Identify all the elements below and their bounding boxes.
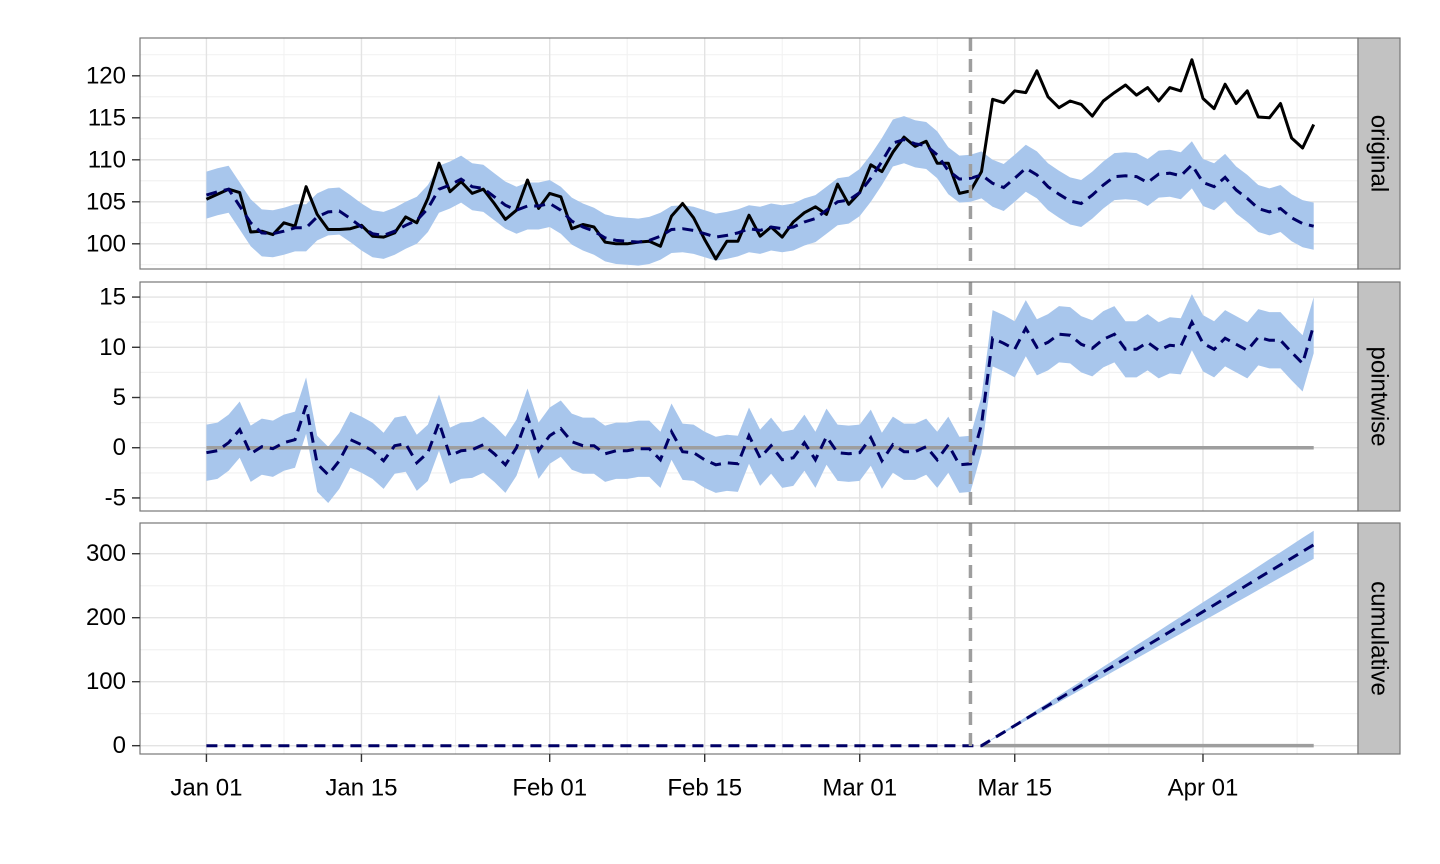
panel-original: original 100 105 110 115 120 xyxy=(86,37,1401,270)
x-tick-label: Mar 01 xyxy=(822,775,897,802)
x-tick-label: Apr 01 xyxy=(1168,775,1239,802)
y-tick-label: 115 xyxy=(88,104,126,131)
panel-pointwise: pointwise -5 0 5 10 15 xyxy=(99,281,1401,512)
x-axis: Jan 01 Jan 15 Feb 01 Feb 15 Mar 01 Mar 15 Apr … xyxy=(170,754,1238,802)
y-tick-label: 110 xyxy=(88,146,126,173)
y-tick-label: 200 xyxy=(86,604,126,631)
y-tick-label: 100 xyxy=(86,668,126,695)
x-tick-label: Mar 15 xyxy=(977,775,1052,802)
facet-strip xyxy=(1357,281,1401,512)
prediction-line xyxy=(206,543,1315,748)
x-tick-label: Feb 01 xyxy=(512,775,587,802)
facet-label: cumulative xyxy=(1366,581,1393,696)
x-tick-label: Jan 15 xyxy=(325,775,397,802)
y-tick-label: 15 xyxy=(99,284,126,311)
y-tick-label: 5 xyxy=(113,384,126,411)
y-tick-label: 0 xyxy=(113,434,126,461)
observed-line xyxy=(205,58,1316,261)
x-tick-label: Feb 15 xyxy=(667,775,742,802)
panel-background xyxy=(140,523,1358,754)
y-tick-label: 10 xyxy=(99,334,126,361)
panels: original 100 105 110 115 120 pointwise -5 0 5 10 15… xyxy=(86,37,1401,759)
panel-cumulative: cumulative 0 100 200 300 xyxy=(86,522,1401,759)
y-tick-label: 105 xyxy=(86,188,126,215)
facet-label: pointwise xyxy=(1366,346,1393,446)
y-tick-label: 300 xyxy=(86,540,126,567)
y-tick-label: 100 xyxy=(86,230,126,257)
interval-band xyxy=(981,530,1314,746)
y-tick-label: 0 xyxy=(113,732,126,759)
x-tick-label: Jan 01 xyxy=(170,775,242,802)
prediction-line xyxy=(205,138,1315,244)
y-tick-label: -5 xyxy=(105,484,126,511)
facet-strip xyxy=(1357,522,1401,755)
y-tick-label: 120 xyxy=(86,62,126,89)
facet-label: original xyxy=(1366,115,1393,192)
facet-strip xyxy=(1357,37,1401,270)
interval-band xyxy=(206,116,1314,266)
